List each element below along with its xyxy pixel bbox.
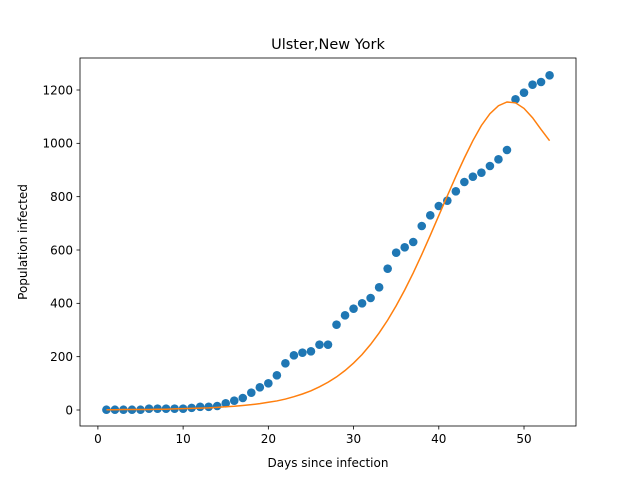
data-point bbox=[264, 379, 273, 388]
data-point bbox=[272, 371, 282, 380]
data-point bbox=[494, 155, 503, 164]
data-point bbox=[357, 299, 367, 308]
data-point bbox=[443, 196, 452, 205]
x-tick-label: 20 bbox=[261, 432, 276, 446]
y-tick-label: 200 bbox=[50, 350, 73, 364]
data-point bbox=[247, 388, 256, 397]
data-point bbox=[383, 264, 392, 273]
data-point bbox=[340, 311, 350, 320]
data-point bbox=[545, 71, 554, 80]
data-point bbox=[289, 351, 299, 360]
y-tick-label: 400 bbox=[50, 297, 73, 311]
data-point bbox=[511, 95, 520, 104]
data-point bbox=[519, 88, 529, 97]
x-tick-label: 10 bbox=[175, 432, 190, 446]
data-point bbox=[229, 396, 239, 405]
x-tick-label: 40 bbox=[431, 432, 446, 446]
chart-title: Ulster,New York bbox=[271, 37, 385, 53]
data-point bbox=[315, 340, 324, 349]
x-axis-label: Days since infection bbox=[268, 456, 389, 470]
data-point bbox=[417, 221, 427, 231]
x-tick-label: 50 bbox=[516, 432, 531, 446]
data-point bbox=[536, 77, 546, 87]
data-point bbox=[460, 177, 469, 187]
x-tick-label: 30 bbox=[346, 432, 361, 446]
data-point bbox=[400, 243, 410, 252]
data-point bbox=[477, 168, 486, 177]
data-point bbox=[468, 172, 478, 181]
y-axis: 0 200 400 600 800 1000 1200 bbox=[42, 83, 80, 417]
data-point bbox=[306, 347, 316, 356]
data-point bbox=[374, 283, 384, 292]
data-point bbox=[255, 383, 265, 392]
y-tick-label: 800 bbox=[50, 190, 73, 204]
data-point bbox=[451, 187, 461, 196]
data-point bbox=[221, 399, 231, 408]
data-point bbox=[332, 320, 341, 329]
axes-frame bbox=[79, 57, 577, 427]
x-axis: 0 10 20 30 40 50 bbox=[94, 426, 532, 446]
data-point bbox=[349, 304, 358, 313]
plot-content bbox=[102, 71, 554, 415]
data-point bbox=[298, 348, 307, 357]
data-point bbox=[212, 401, 222, 411]
x-tick-label: 0 bbox=[94, 432, 102, 446]
data-point bbox=[408, 237, 418, 247]
data-point bbox=[485, 161, 495, 171]
data-point bbox=[528, 80, 537, 89]
y-tick-label: 0 bbox=[65, 403, 73, 417]
data-point bbox=[238, 393, 248, 403]
axes-spines bbox=[79, 57, 577, 427]
data-point bbox=[195, 402, 205, 412]
data-point bbox=[281, 359, 290, 368]
data-point bbox=[434, 201, 444, 211]
data-point bbox=[366, 293, 375, 303]
y-tick-label: 1000 bbox=[42, 137, 73, 151]
fit-line bbox=[106, 101, 551, 411]
y-tick-label: 600 bbox=[50, 243, 73, 257]
data-point bbox=[144, 404, 154, 413]
data-point bbox=[391, 248, 401, 257]
y-tick-label: 1200 bbox=[42, 83, 73, 97]
data-point bbox=[425, 211, 435, 220]
data-point bbox=[502, 145, 512, 155]
y-axis-label: Population infected bbox=[16, 184, 30, 300]
data-point bbox=[204, 402, 213, 412]
data-point bbox=[323, 340, 333, 349]
